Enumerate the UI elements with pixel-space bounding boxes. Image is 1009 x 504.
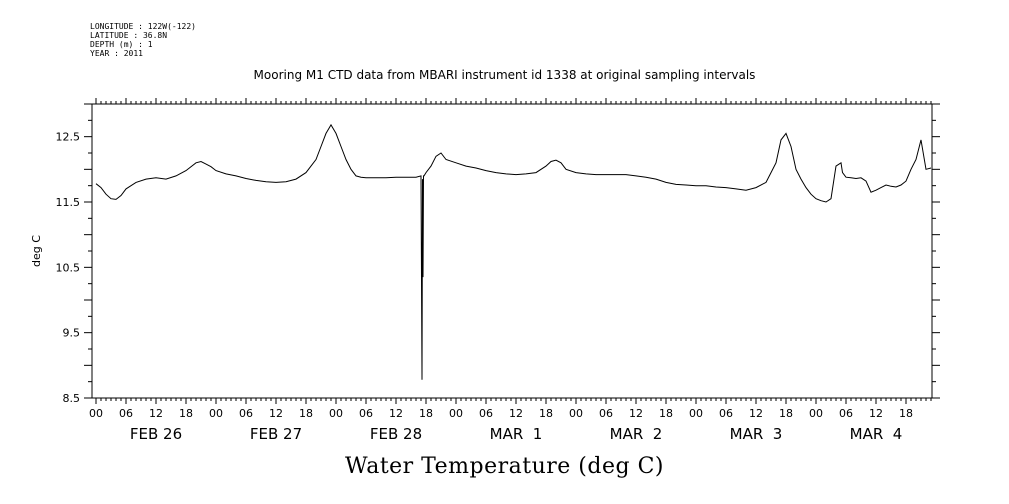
hour-tick-label: 00 [449,407,463,420]
hour-tick-label: 00 [689,407,703,420]
metadata-block: LONGITUDE : 122W(-122) LATITUDE : 36.8N … [90,22,196,58]
hour-tick-label: 00 [809,407,823,420]
y-tick-label: 12.5 [56,131,81,144]
latitude-text: LATITUDE : 36.8N [90,31,168,40]
y-tick-label: 8.5 [63,392,81,405]
hour-tick-label: 18 [899,407,913,420]
hour-tick-label: 06 [719,407,733,420]
day-labels: FEB 26 FEB 27 FEB 28 MAR 1 MAR 2 MAR 3 MAR 4 [130,425,902,443]
chart-title: Mooring M1 CTD data from MBARI instrumen… [253,68,756,82]
y-tick-label: 10.5 [56,261,81,274]
day-label: MAR 2 [610,425,663,443]
series-line [95,123,932,380]
hour-tick-label: 12 [509,407,523,420]
x-axis-label: Water Temperature (deg C) [345,454,664,479]
hour-tick-label: 06 [599,407,613,420]
hour-tick-label: 18 [779,407,793,420]
hour-tick-label: 12 [389,407,403,420]
day-label: MAR 1 [490,425,543,443]
hour-tick-label: 18 [419,407,433,420]
day-label: FEB 26 [130,425,182,443]
year-text: YEAR : 2011 [90,49,143,58]
hour-tick-label: 12 [749,407,763,420]
hour-tick-label: 18 [539,407,553,420]
hour-tick-label: 12 [269,407,283,420]
hour-tick-label: 18 [299,407,313,420]
day-label: FEB 28 [370,425,422,443]
hour-tick-label: 00 [89,407,103,420]
hour-tick-label: 00 [569,407,583,420]
day-label: MAR 3 [730,425,783,443]
y-tick-labels: 8.5 9.5 10.5 11.5 12.5 [56,131,81,405]
y-tick-label: 9.5 [63,327,81,340]
tick-marks [84,98,940,404]
plot-frame [91,103,933,399]
hour-tick-label: 06 [119,407,133,420]
hour-tick-label: 00 [329,407,343,420]
longitude-text: LONGITUDE : 122W(-122) [90,22,196,31]
hour-tick-label: 06 [359,407,373,420]
hour-tick-label: 18 [659,407,673,420]
depth-text: DEPTH (m) : 1 [90,40,153,49]
y-axis-label: deg C [30,235,43,267]
hour-tick-label: 00 [209,407,223,420]
x-tick-labels: 00 06 12 18 00 06 12 18 00 06 12 18 00 06 12 18 00 06 12 18… [89,407,913,420]
hour-tick-label: 12 [869,407,883,420]
hour-tick-label: 06 [839,407,853,420]
day-label: FEB 27 [250,425,302,443]
hour-tick-label: 12 [149,407,163,420]
hour-tick-label: 06 [239,407,253,420]
hour-tick-label: 06 [479,407,493,420]
day-label: MAR 4 [850,425,903,443]
hour-tick-label: 18 [179,407,193,420]
hour-tick-label: 12 [629,407,643,420]
y-tick-label: 11.5 [56,196,81,209]
